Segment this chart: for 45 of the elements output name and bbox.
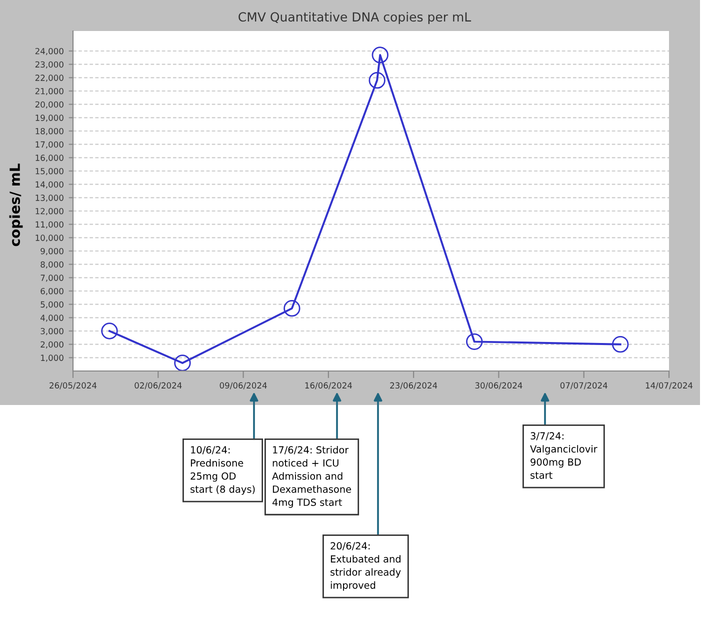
y-tick-label: 21,000 — [35, 88, 64, 96]
y-tick-label: 15,000 — [36, 168, 64, 176]
point — [174, 354, 191, 371]
y-tick-label: 4,000 — [40, 314, 64, 322]
y-tick-label: 12,000 — [36, 208, 64, 216]
y-tick-label: 2,000 — [40, 341, 64, 348]
point — [284, 300, 300, 317]
text: 10/6/24: Prednisone 25mg OD start (8 days) — [190, 446, 255, 495]
y-tick-label: 23,000 — [35, 61, 64, 68]
y-tick-label: 22,000 — [35, 74, 64, 82]
y-tick-label: 1,000 — [41, 354, 64, 362]
y-tick-label: 10,000 — [36, 234, 64, 242]
y-tick-label: 17,000 — [36, 141, 64, 148]
chart-title: CMV Quantitative DNA copies per mL — [238, 12, 472, 24]
y-tick-label: 19,000 — [36, 114, 64, 122]
x-tick-label: 23/06/2024 — [390, 382, 438, 390]
x-tick-label: 07/07/2024 — [560, 382, 608, 390]
y-tick-label: 6,000 — [40, 288, 64, 296]
y-tick-label: 11,000 — [36, 221, 64, 228]
y-tick-label: 24,000 — [35, 48, 64, 56]
point — [101, 322, 118, 340]
y-tick-label: 7,000 — [40, 274, 64, 282]
x-tick-label: 16/06/2024 — [305, 382, 352, 390]
y-tick-label: 13,000 — [36, 194, 64, 202]
x-tick-label: 14/07/2024 — [646, 382, 693, 390]
y-tick-label: 9,000 — [40, 248, 64, 256]
x-tick-label: 02/06/2024 — [134, 382, 182, 390]
point — [466, 333, 483, 350]
x-tick-label: 09/06/2024 — [220, 382, 267, 390]
text: 3/7/24: Valganciclovir 900mg BD start — [530, 432, 598, 479]
y-tick-label: 8,000 — [40, 261, 64, 268]
y-tick-label: 14,000 — [36, 181, 64, 188]
point — [612, 336, 629, 353]
point — [368, 72, 386, 89]
x-tick-label: 30/06/2024 — [475, 382, 522, 390]
y-axis-title: copies/ mL — [9, 164, 23, 246]
text: 20/6/24: Extubated and stridor already improved — [330, 542, 401, 591]
y-tick-label: 3,000 — [40, 328, 64, 336]
y-tick-label: 18,000 — [36, 128, 64, 136]
x-tick-label: 26/05/2024 — [50, 382, 97, 390]
point — [372, 46, 388, 64]
y-tick-label: 5,000 — [40, 301, 64, 308]
y-tick-label: 20,000 — [35, 101, 64, 108]
y-tick-label: 16,000 — [36, 154, 64, 162]
text: 17/6/24: Stridor noticed + ICU Admission and Dexamethasone 4mg TDS start — [272, 446, 352, 508]
